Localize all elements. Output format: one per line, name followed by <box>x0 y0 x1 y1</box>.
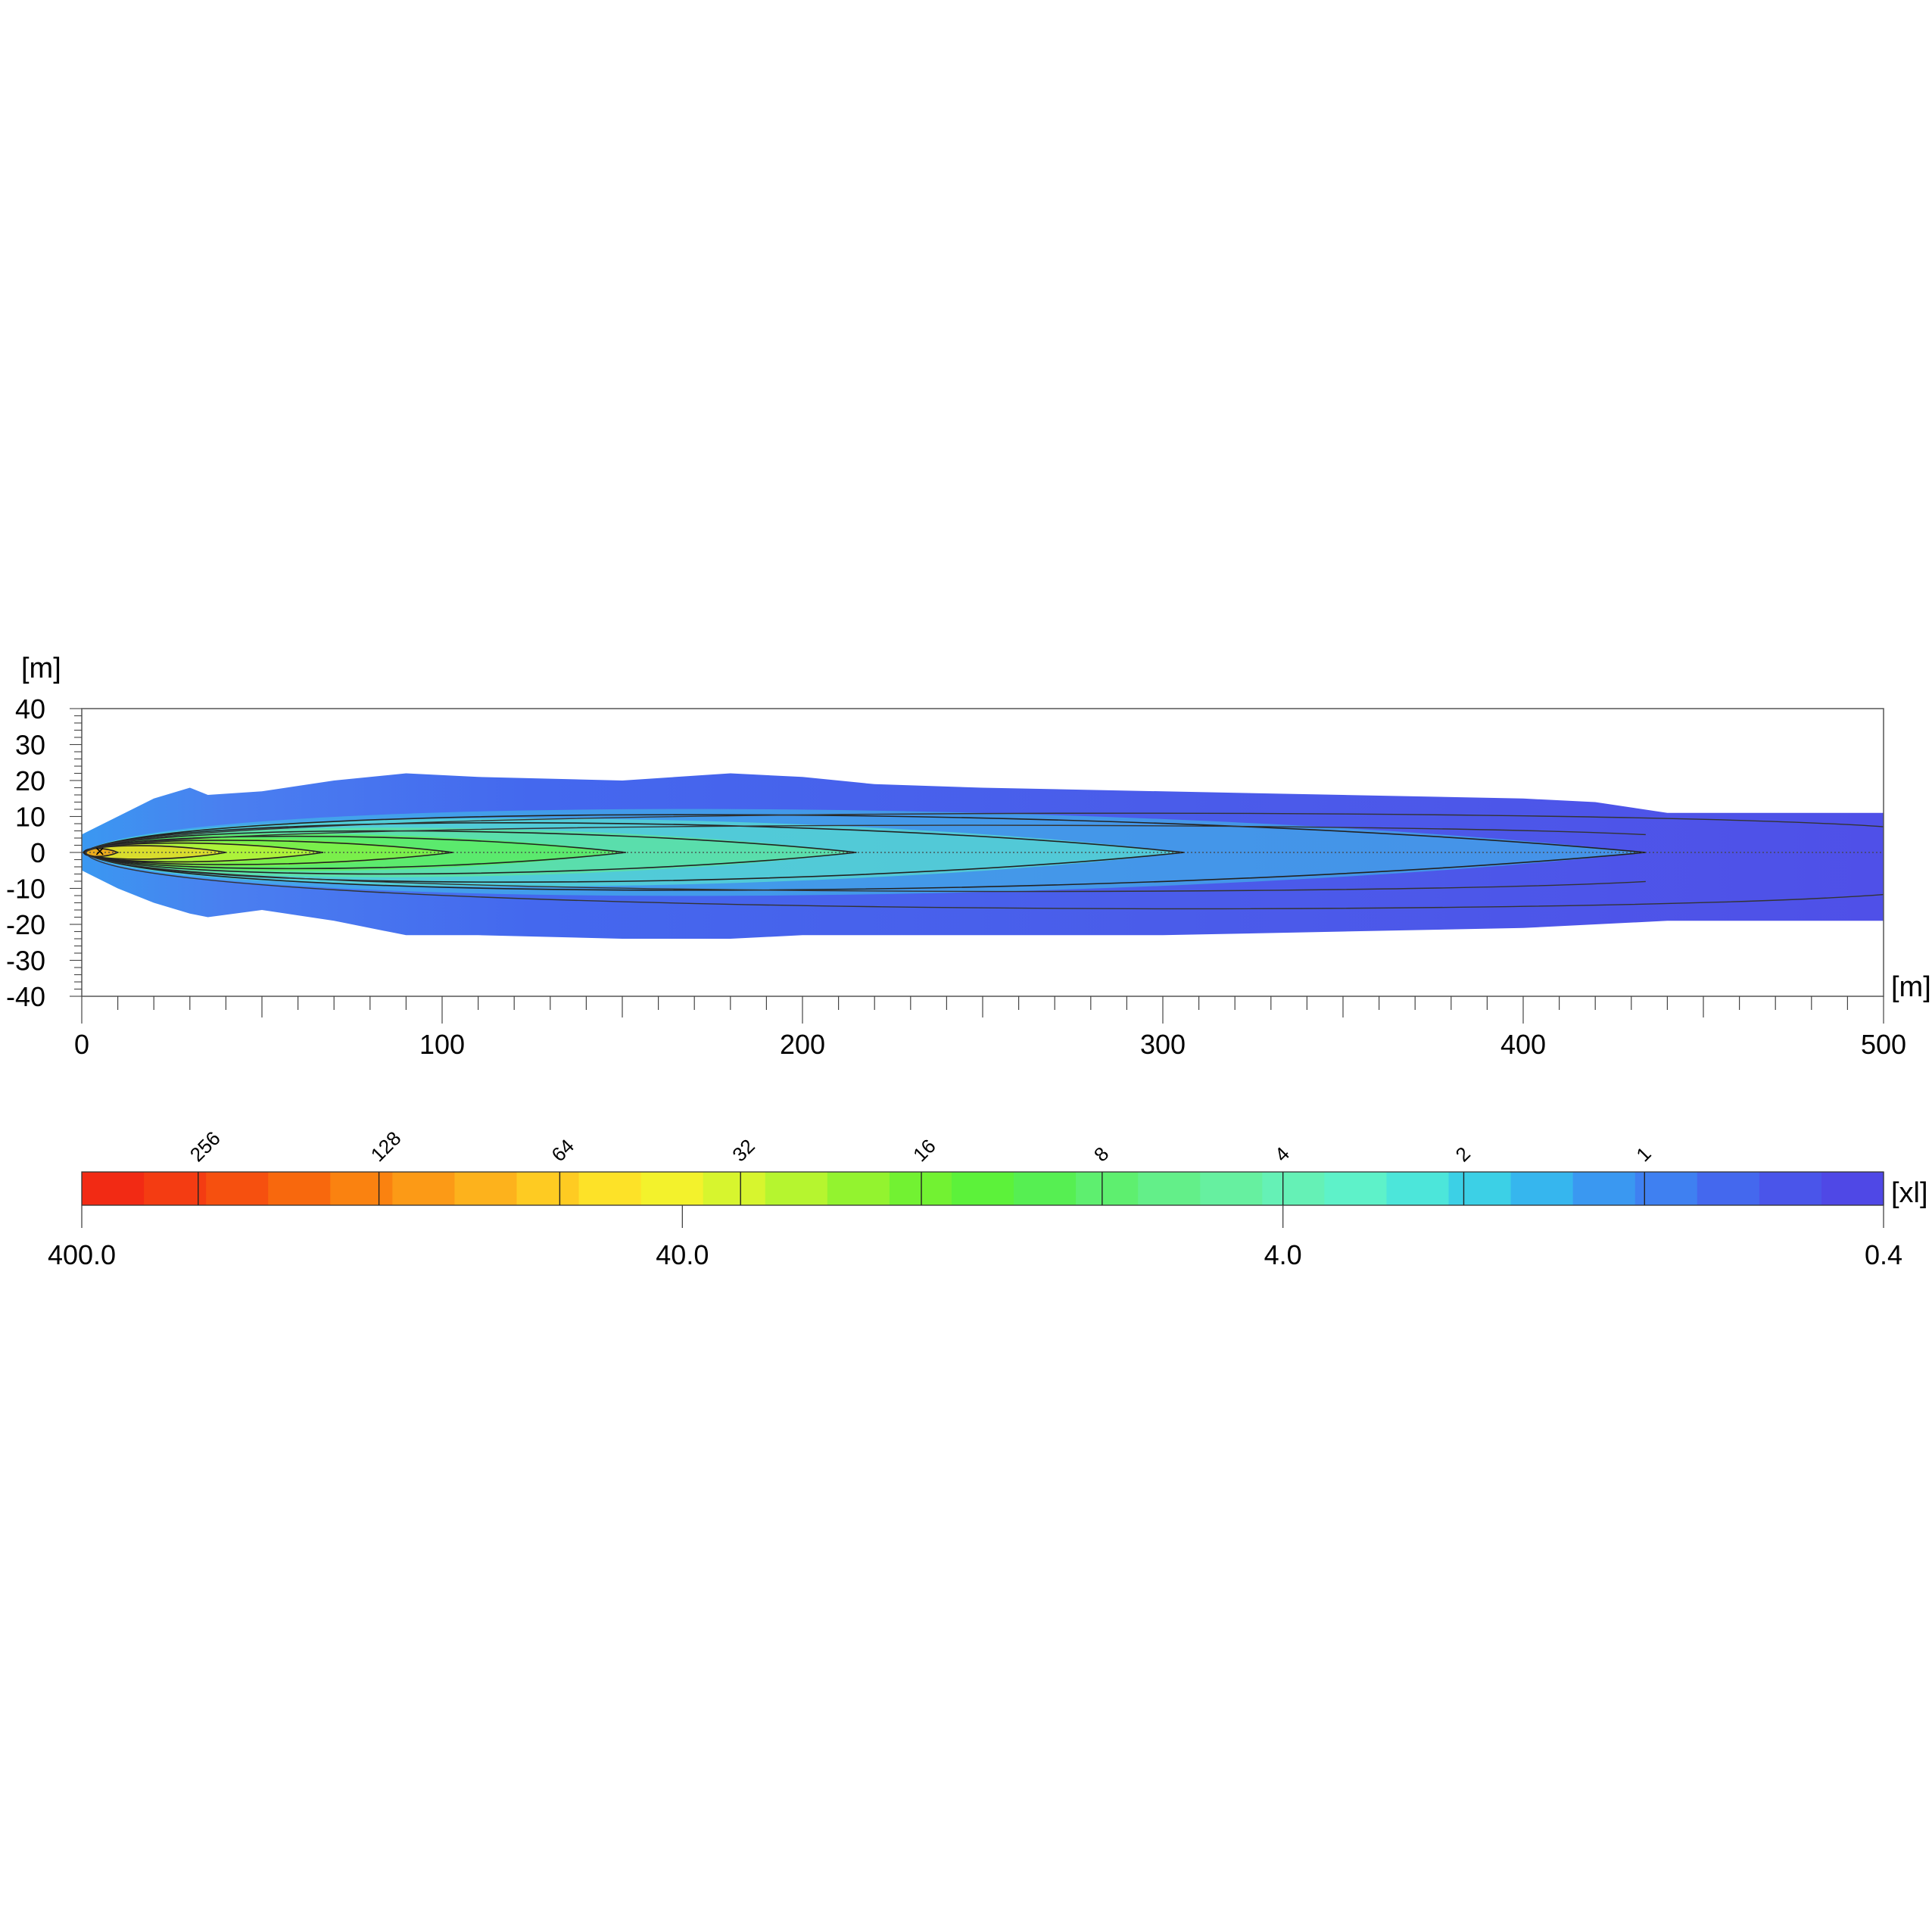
x-tick-label: 0 <box>74 1029 89 1060</box>
y-tick-label: 10 <box>15 802 45 833</box>
colorbar: 256 128 64 32 16 8 4 2 1 400.0 40.0 4.0 0.4 <box>48 1126 1902 1270</box>
colorbar-unit-label: [xl] <box>1891 1177 1928 1209</box>
colorbar-swatch <box>1262 1172 1325 1205</box>
colorbar-swatch <box>82 1172 145 1205</box>
colorbar-swatch <box>703 1172 766 1205</box>
colorbar-swatch <box>206 1172 269 1205</box>
colorbar-swatch <box>1448 1172 1512 1205</box>
colorbar-swatch <box>1138 1172 1201 1205</box>
y-tick-label: 40 <box>15 693 45 724</box>
x-tick-label: 100 <box>419 1029 465 1060</box>
colorbar-swatch <box>392 1172 456 1205</box>
x-tick-label: 300 <box>1140 1029 1186 1060</box>
colorbar-tick-label: 0.4 <box>1865 1239 1902 1270</box>
colorbar-swatch <box>1821 1172 1884 1205</box>
colorbar-swatch <box>1386 1172 1450 1205</box>
colorbar-level-label: 8 <box>1089 1142 1113 1166</box>
colorbar-tick-label: 400.0 <box>48 1239 116 1270</box>
colorbar-swatch <box>765 1172 828 1205</box>
colorbar-swatch <box>1014 1172 1077 1205</box>
colorbar-swatch <box>1697 1172 1760 1205</box>
y-axis-unit-label: [m] <box>21 653 61 684</box>
x-tick-label: 200 <box>780 1029 825 1060</box>
colorbar-swatch <box>1510 1172 1574 1205</box>
colorbar-swatch <box>1200 1172 1263 1205</box>
colorbar-swatch <box>1076 1172 1139 1205</box>
colorbar-level-label: 32 <box>728 1135 759 1167</box>
colorbar-swatch <box>1759 1172 1822 1205</box>
contour-line-outer-b-top <box>85 812 1884 853</box>
colorbar-level-label: 256 <box>185 1126 225 1166</box>
x-axis-unit-label: [m] <box>1891 971 1931 1003</box>
y-tick-label: -10 <box>6 874 45 905</box>
colorbar-border <box>81 1171 1884 1206</box>
colorbar-swatch <box>268 1172 331 1205</box>
plot-area: × <box>82 773 1884 939</box>
contour-line-outer-b-bottom <box>85 852 1884 910</box>
y-tick-label: 0 <box>30 837 45 868</box>
y-tick-label: -30 <box>6 946 45 977</box>
contour-line-64 <box>83 842 324 863</box>
colorbar-swatch <box>889 1172 952 1205</box>
colorbar-swatch <box>1324 1172 1388 1205</box>
contour-line-outer-a-bottom <box>85 852 1646 893</box>
y-tick-label: 30 <box>15 730 45 761</box>
colorbar-swatch <box>951 1172 1014 1205</box>
colorbar-swatch <box>578 1172 642 1205</box>
colorbar-swatch <box>330 1172 393 1205</box>
x-tick-label: 500 <box>1861 1029 1906 1060</box>
colorbar-swatch <box>1634 1172 1698 1205</box>
source-marker: × <box>95 842 104 861</box>
colorbar-level-label: 4 <box>1270 1142 1294 1166</box>
y-tick-label: 20 <box>15 765 45 796</box>
colorbar-swatch <box>827 1172 890 1205</box>
colorbar-swatch <box>454 1172 518 1205</box>
colorbar-level-label: 64 <box>547 1135 578 1167</box>
x-axis: 0 100 200 300 400 500 <box>74 996 1906 1060</box>
colorbar-swatch <box>640 1172 704 1205</box>
colorbar-tick-label: 40.0 <box>656 1239 709 1270</box>
colorbar-level-label: 1 <box>1631 1142 1655 1166</box>
colorbar-level-label: 128 <box>366 1126 406 1166</box>
contour-line-8 <box>83 830 857 875</box>
contour-line-outer-a-top <box>85 824 1646 853</box>
y-tick-label: -40 <box>6 981 45 1012</box>
colorbar-swatch <box>1572 1172 1636 1205</box>
x-tick-label: 400 <box>1500 1029 1546 1060</box>
contour-line-16 <box>83 835 626 870</box>
colorbar-tick-label: 4.0 <box>1264 1239 1302 1270</box>
y-axis: 40 30 20 10 0 -10 -20 -30 -40 <box>6 693 82 1012</box>
colorbar-swatch <box>516 1172 580 1205</box>
y-tick-label: -20 <box>6 909 45 940</box>
colorbar-level-label: 16 <box>908 1135 940 1167</box>
colorbar-level-label: 2 <box>1451 1142 1475 1166</box>
colorbar-swatch <box>144 1172 207 1205</box>
